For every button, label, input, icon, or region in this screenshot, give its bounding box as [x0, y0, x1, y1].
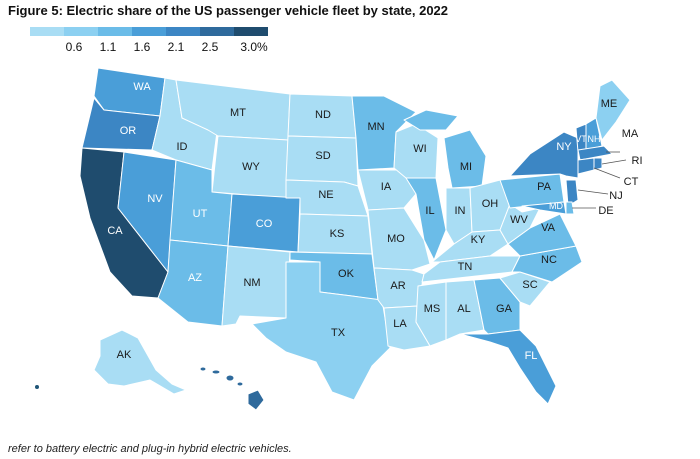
legend-swatch-1 [30, 27, 64, 36]
state-WA [93, 67, 166, 117]
label-PA: PA [537, 181, 552, 193]
state-HI-2 [211, 369, 221, 375]
footnote: refer to battery electric and plug-in hy… [8, 443, 292, 455]
label-MT: MT [230, 107, 246, 119]
label-TX: TX [331, 327, 346, 339]
label-MS: MS [424, 303, 441, 315]
state-DE [565, 201, 575, 215]
label-TN: TN [458, 261, 473, 273]
state-FL [459, 329, 557, 405]
label-AR: AR [390, 280, 405, 292]
label-VT: VT [575, 134, 587, 144]
state-TX [251, 261, 391, 401]
label-KS: KS [330, 228, 345, 240]
label-WV: WV [510, 214, 528, 226]
leader-lines [572, 151, 627, 209]
label-LA: LA [393, 318, 407, 330]
label-ND: ND [315, 109, 331, 121]
label-VA: VA [541, 222, 556, 234]
map-dot-marker [35, 385, 39, 389]
state-HI-1 [199, 366, 207, 372]
label-OH: OH [482, 198, 499, 210]
label-ME: ME [601, 98, 618, 110]
label-OR: OR [120, 125, 137, 137]
state-AL [445, 279, 485, 341]
label-AZ: AZ [188, 272, 202, 284]
label-AK: AK [117, 349, 132, 361]
state-NJ [565, 179, 579, 207]
label-MI: MI [460, 161, 472, 173]
label-UT: UT [193, 208, 208, 220]
label-SC: SC [522, 279, 537, 291]
state-NY [509, 131, 579, 179]
color-legend: 0.6 1.1 1.6 2.1 2.5 3.0% [30, 27, 268, 54]
label-WI: WI [413, 143, 426, 155]
state-MI-upper [403, 109, 459, 131]
legend-tick-3: 1.6 [133, 40, 151, 54]
label-CO: CO [256, 218, 273, 230]
state-HI-3 [225, 374, 235, 382]
label-RI: RI [632, 155, 643, 167]
legend-tick-4: 2.1 [167, 40, 185, 54]
label-MD: MD [549, 201, 563, 211]
label-NE: NE [318, 189, 333, 201]
label-CA: CA [107, 225, 123, 237]
legend-swatch-6 [200, 27, 234, 36]
state-MS [415, 281, 447, 347]
state-AK [93, 329, 187, 395]
legend-tick-6: 3.0% [240, 40, 268, 54]
label-NV: NV [147, 193, 163, 205]
label-AL: AL [457, 303, 470, 315]
label-NH: NH [588, 134, 601, 144]
label-KY: KY [471, 234, 486, 246]
legend-swatch-2 [64, 27, 98, 36]
figure-title: Figure 5: Electric share of the US passe… [8, 3, 449, 18]
label-NM: NM [243, 277, 260, 289]
label-MN: MN [367, 121, 384, 133]
label-WA: WA [133, 81, 151, 93]
state-HI-5 [247, 389, 265, 411]
state-MI [443, 129, 487, 189]
legend-swatch-5 [166, 27, 200, 36]
state-SC [499, 271, 551, 307]
label-WY: WY [242, 161, 260, 173]
label-NY: NY [556, 141, 572, 153]
legend-tick-2: 1.1 [99, 40, 117, 54]
label-SD: SD [315, 150, 330, 162]
label-FL: FL [525, 350, 538, 362]
legend-tick-1: 0.6 [65, 40, 83, 54]
legend-swatch-3 [98, 27, 132, 36]
label-GA: GA [496, 303, 513, 315]
state-CT [577, 157, 595, 175]
label-IL: IL [425, 205, 434, 217]
state-ME [595, 79, 631, 141]
state-HI-4 [236, 381, 244, 387]
label-CT: CT [624, 176, 639, 188]
label-NC: NC [541, 254, 557, 266]
label-MA: MA [622, 128, 639, 140]
label-IN: IN [455, 205, 466, 217]
legend-swatch-4 [132, 27, 166, 36]
state-MA [577, 145, 613, 161]
legend-swatch-7 [234, 27, 268, 36]
label-NJ: NJ [609, 190, 622, 202]
state-RI [593, 157, 603, 171]
legend-tick-5: 2.5 [201, 40, 219, 54]
label-ID: ID [177, 141, 188, 153]
label-DE: DE [598, 205, 613, 217]
label-OK: OK [338, 268, 355, 280]
label-MO: MO [387, 233, 405, 245]
label-IA: IA [381, 181, 392, 193]
legend-color-bar [30, 27, 268, 36]
